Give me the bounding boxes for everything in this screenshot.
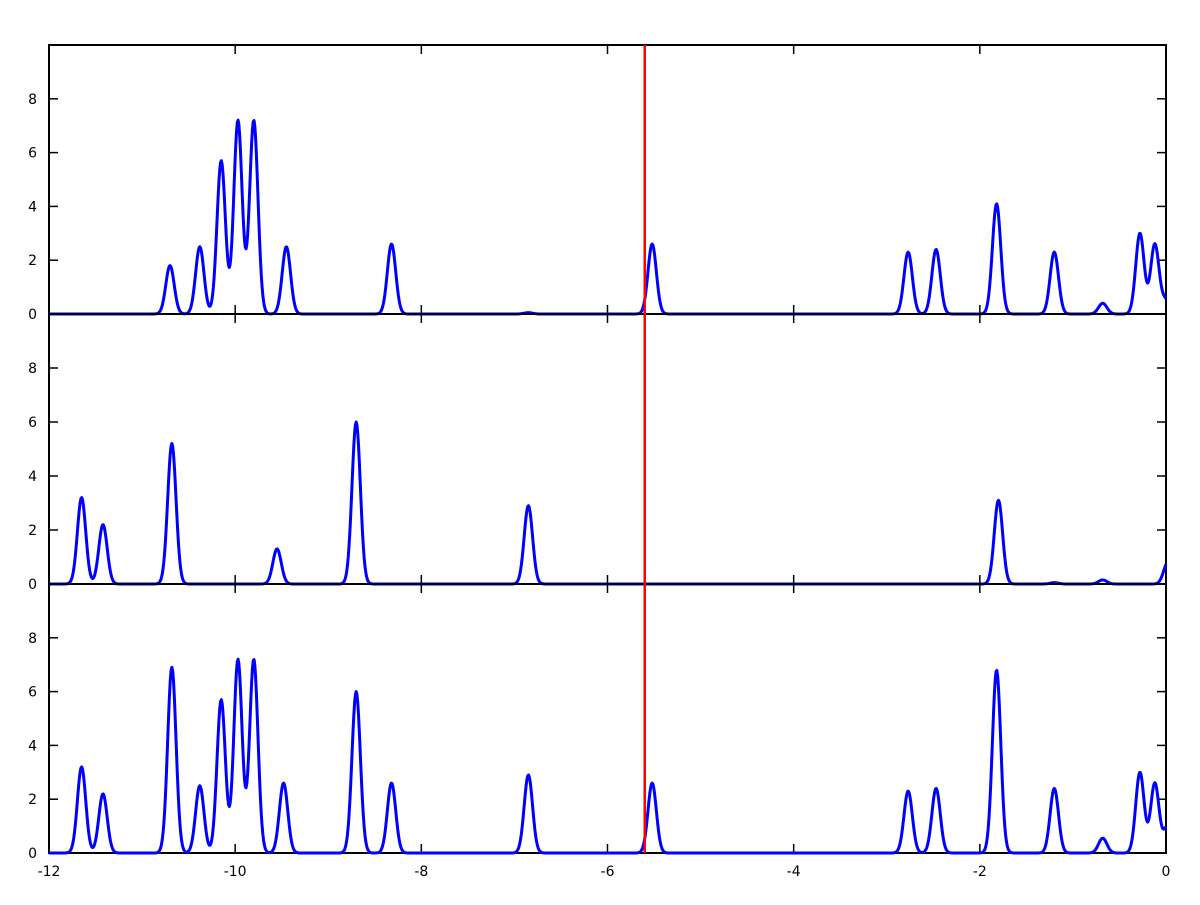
- panel-2-ytick-label: 0: [28, 577, 37, 593]
- panel-3-ytick-label: 2: [28, 792, 37, 808]
- panel-3-ytick-label: 0: [28, 846, 37, 862]
- panel-2-ytick-label: 8: [28, 361, 37, 377]
- xtick-label: 0: [1162, 864, 1171, 880]
- panel-1-ytick-label: 6: [28, 146, 37, 162]
- xtick-label: -8: [414, 864, 428, 880]
- panel-2-ytick-label: 4: [28, 469, 37, 485]
- panel-1-frame: [48, 44, 1167, 315]
- panel-3-ytick-label: 4: [28, 738, 37, 754]
- panel-3-ytick-label: 6: [28, 685, 37, 701]
- xtick-label: -10: [224, 864, 247, 880]
- panel-1-ytick-label: 2: [28, 253, 37, 269]
- panel-2-ytick-label: 2: [28, 523, 37, 539]
- panel-2-frame: [48, 313, 1167, 585]
- panel-1-series-line: [48, 118, 1168, 316]
- panel-3-series-line: [48, 657, 1168, 855]
- xtick-label: -6: [601, 864, 615, 880]
- xtick-label: -2: [973, 864, 987, 880]
- xtick-label: -4: [787, 864, 801, 880]
- panel-3-ytick-label: 8: [28, 631, 37, 647]
- panel-2-series-line: [48, 420, 1168, 586]
- panel-1-ytick-label: 8: [28, 92, 37, 108]
- panel-1-ytick-label: 4: [28, 199, 37, 215]
- panel-2-ytick-label: 6: [28, 415, 37, 431]
- panel-1-ytick-label: 0: [28, 307, 37, 323]
- xtick-label: -12: [38, 864, 61, 880]
